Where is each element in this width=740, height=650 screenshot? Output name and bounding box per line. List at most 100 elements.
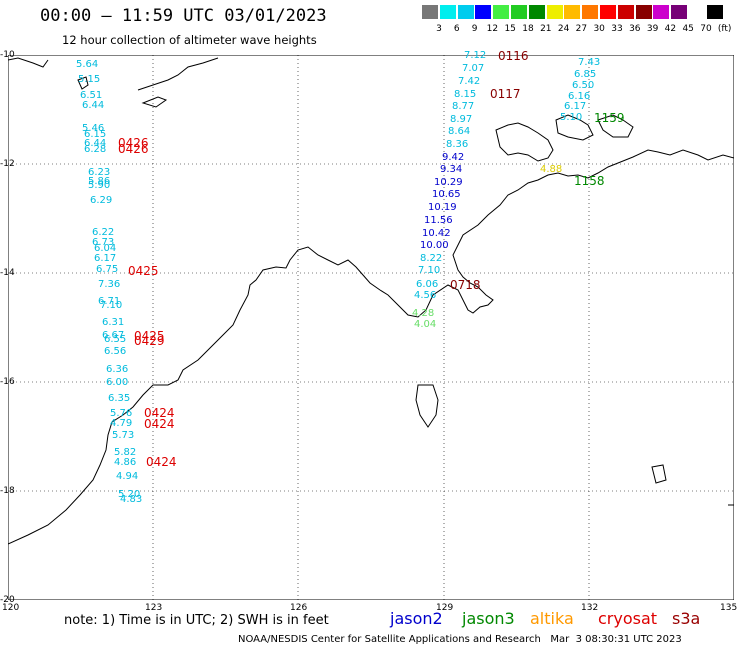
- color-scale-label: 36: [629, 24, 641, 34]
- latitude-label: -10: [0, 50, 15, 60]
- satellite-legend-item: jason2: [390, 609, 443, 628]
- latitude-label: -18: [0, 486, 15, 496]
- latitude-label: -14: [0, 268, 15, 278]
- color-scale-label: 24: [557, 24, 570, 34]
- color-scale-label: 27: [575, 24, 588, 34]
- wave-height-value: 4.94: [116, 471, 139, 482]
- longitude-label: 123: [145, 603, 163, 613]
- wave-height-value: 6.85: [574, 69, 597, 80]
- wave-height-value: 5.46: [82, 123, 105, 134]
- wave-height-value: 5.86: [88, 176, 111, 187]
- wave-height-value: 4.79: [110, 418, 133, 429]
- longitude-label: 129: [436, 603, 454, 613]
- longitude-label: 132: [581, 603, 599, 613]
- latitude-label: -20: [0, 595, 15, 605]
- pass-time-label: 0429: [134, 334, 165, 348]
- wave-height-value: 6.29: [90, 195, 113, 206]
- chart-title: 00:00 – 11:59 UTC 03/01/2023: [40, 6, 327, 26]
- wave-height-value: 6.73: [92, 237, 115, 248]
- color-swatch: [582, 5, 599, 19]
- color-swatch: [617, 5, 634, 19]
- wave-height-value: 11.56: [424, 215, 453, 226]
- wave-height-value: 6.36: [106, 364, 129, 375]
- color-swatch: [511, 5, 527, 19]
- wave-height-value: 9.34: [440, 164, 463, 175]
- wave-height-value: 7.10: [418, 265, 441, 276]
- color-scale-label: 9: [471, 24, 478, 34]
- wave-height-value: 8.15: [454, 89, 477, 100]
- satellite-legend-item: altika: [530, 609, 574, 628]
- color-swatch: [564, 5, 581, 19]
- pass-time-label: 0426: [118, 142, 149, 156]
- color-swatch: [439, 5, 456, 19]
- color-scale-label: 30: [593, 24, 605, 34]
- pass-time-label: 0426: [118, 136, 149, 150]
- footnote: note: 1) Time is in UTC; 2) SWH is in fe…: [64, 613, 329, 628]
- wave-height-value: 5.73: [112, 430, 135, 441]
- chart-subtitle: 12 hour collection of altimeter wave hei…: [62, 33, 317, 47]
- wave-height-value: 7.42: [458, 76, 481, 87]
- wave-height-value: 5.10: [560, 112, 583, 123]
- map-frame: [8, 55, 734, 600]
- wave-height-value: 8.22: [420, 253, 443, 264]
- wave-height-value: 10.19: [428, 202, 457, 213]
- color-scale-label: 6: [453, 24, 460, 34]
- wave-height-value: 10.29: [434, 177, 463, 188]
- wave-height-value: 8.77: [452, 101, 475, 112]
- wave-height-value: 4.88: [540, 164, 563, 175]
- pass-time-label: 0424: [144, 406, 175, 420]
- wave-height-value: 6.44: [82, 100, 105, 111]
- wave-height-value: 6.35: [108, 393, 131, 404]
- color-swatch: [457, 5, 474, 19]
- satellite-legend-item: s3a: [672, 609, 701, 628]
- color-swatch: [689, 5, 705, 19]
- color-scale-label: 39: [646, 24, 659, 34]
- wave-height-value: 6.17: [564, 101, 587, 112]
- pass-time-label: 0425: [134, 329, 165, 343]
- wave-height-value: 7.10: [100, 300, 123, 311]
- wave-height-value: 5.76: [110, 408, 133, 419]
- wave-height-value: 6.55: [104, 334, 127, 345]
- wave-height-value: 5.90: [88, 180, 111, 191]
- wave-height-value: 4.28: [412, 308, 435, 319]
- pass-time-label: 0424: [146, 455, 177, 469]
- wave-height-value: 6.56: [104, 346, 127, 357]
- color-scale-label: 45: [682, 24, 694, 34]
- color-swatch: [422, 5, 438, 19]
- latitude-label: -12: [0, 159, 15, 169]
- color-swatch: [528, 5, 545, 19]
- longitude-label: 135: [720, 603, 738, 613]
- color-scale-label: 12: [486, 24, 499, 34]
- coastline: [8, 57, 734, 545]
- pass-time-label: 1159: [594, 111, 625, 125]
- wave-height-value: 6.04: [94, 243, 117, 254]
- longitude-label: 120: [2, 603, 20, 613]
- wave-height-value: 6.51: [80, 90, 103, 101]
- wave-height-value: 6.67: [102, 330, 125, 341]
- color-scale-unit: (ft): [717, 24, 732, 34]
- color-scale-label: 42: [664, 24, 677, 34]
- satellite-legend-item: jason3: [462, 609, 515, 628]
- longitude-label: 126: [290, 603, 308, 613]
- wave-height-value: 4.04: [414, 319, 437, 330]
- map-canvas: [8, 55, 734, 600]
- wave-height-value: 6.16: [568, 91, 591, 102]
- wave-height-value: 5.82: [114, 447, 137, 458]
- wave-height-value: 6.06: [416, 279, 439, 290]
- wave-height-value: 6.44: [84, 138, 107, 149]
- wave-height-value: 10.42: [422, 228, 451, 239]
- wave-height-value: 5.20: [118, 489, 141, 500]
- wave-height-value: 6.15: [84, 129, 107, 140]
- wave-height-value: 7.07: [462, 63, 485, 74]
- color-scale-label: 18: [522, 24, 534, 34]
- wave-height-value: 5.64: [76, 59, 99, 70]
- color-swatch: [706, 5, 723, 19]
- pass-time-label: 0425: [128, 264, 159, 278]
- wave-height-value: 6.50: [572, 80, 595, 91]
- color-swatch: [653, 5, 670, 19]
- wave-height-value: 6.23: [88, 167, 111, 178]
- wave-height-value: 6.28: [84, 144, 107, 155]
- wave-height-value: 4.86: [114, 457, 137, 468]
- pass-time-label: 0718: [450, 278, 481, 292]
- wave-height-value: 5.15: [78, 74, 101, 85]
